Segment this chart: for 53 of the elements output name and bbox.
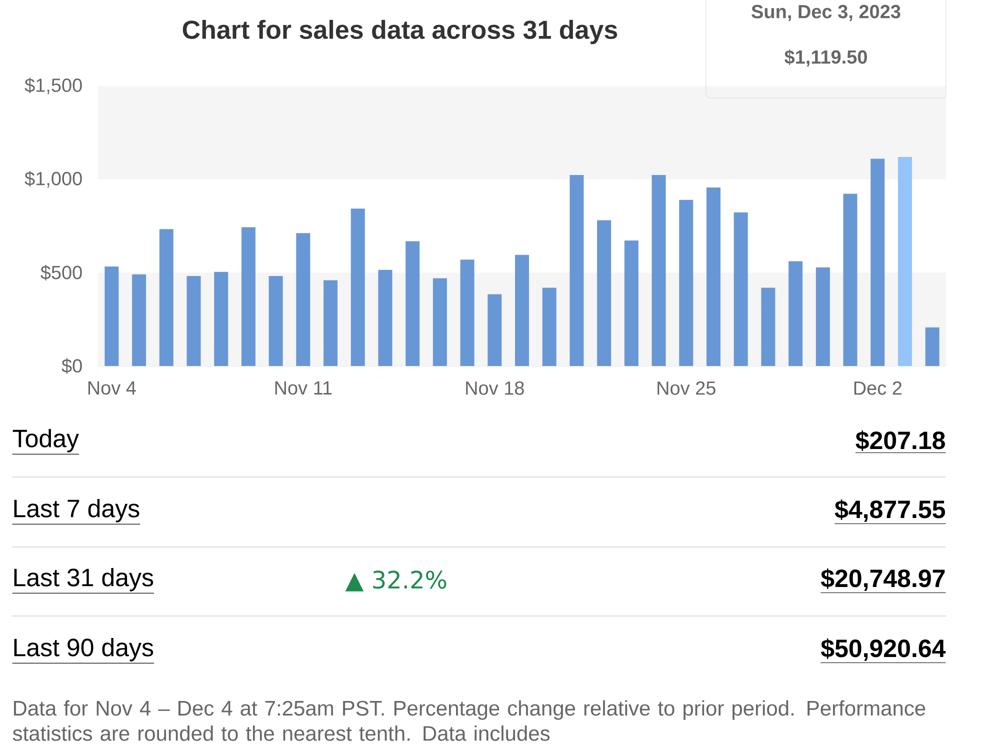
text: Today: [12, 429, 79, 452]
bar: [925, 327, 940, 366]
bar: [214, 272, 228, 366]
x-tick-label: Nov 18: [466, 381, 524, 395]
bar: [679, 200, 694, 366]
bar: [542, 288, 556, 366]
text: Last 90 days: [14, 638, 154, 662]
bar: [241, 227, 256, 366]
y-tick-label: $1,000: [24, 171, 82, 188]
bar: [378, 270, 392, 366]
bar: [597, 220, 612, 366]
y-tick-label: $0: [62, 358, 82, 374]
bar: [788, 261, 803, 366]
text: Data for Nov 4 – Dec 4 at 7:25am PST. Percentage change relative to prior period. Performance statistics are rounded to the nearest tenth. Data includes: [12, 700, 926, 741]
bar: [652, 175, 666, 366]
text: $50,920.64: [820, 638, 946, 661]
text: $20,748.97: [820, 568, 945, 591]
bar: [488, 294, 502, 366]
x-tick-label: Nov 11: [275, 381, 332, 395]
bar: [186, 276, 201, 366]
x-tick-label: Nov 25: [658, 381, 716, 395]
bar: [816, 267, 830, 366]
bar: [268, 276, 283, 366]
bar: [296, 233, 310, 366]
x-tick-label: Dec 2: [854, 381, 902, 395]
bar: [570, 175, 584, 366]
text: $207.18: [856, 430, 945, 451]
bar: [432, 278, 447, 366]
bar: [843, 194, 858, 366]
bar: [132, 274, 146, 366]
bar: [761, 288, 776, 366]
text: Last 31 days: [14, 568, 154, 592]
x-tick-label: Nov 4: [88, 381, 136, 395]
text: $4,877.55: [834, 499, 946, 522]
bar: [104, 266, 119, 366]
y-tick-label: $500: [40, 264, 82, 280]
text: ▲ 32.2%: [345, 570, 446, 592]
bar: [898, 157, 912, 366]
y-tick-label: $1,500: [24, 78, 82, 94]
bar: [515, 254, 529, 366]
text: $1,119.50: [784, 49, 867, 67]
bar: [624, 240, 638, 366]
bar: [350, 208, 365, 366]
bar: [406, 241, 420, 366]
bar: [460, 260, 474, 366]
text: Sun, Dec 3, 2023: [752, 4, 900, 22]
bar: [870, 158, 885, 366]
bar: [324, 280, 338, 366]
bar: [706, 188, 720, 366]
chart-title: Chart for sales data across 31 days: [182, 20, 618, 44]
bar: [159, 229, 174, 366]
bar: [734, 212, 748, 366]
text: Last 7 days: [14, 499, 140, 522]
